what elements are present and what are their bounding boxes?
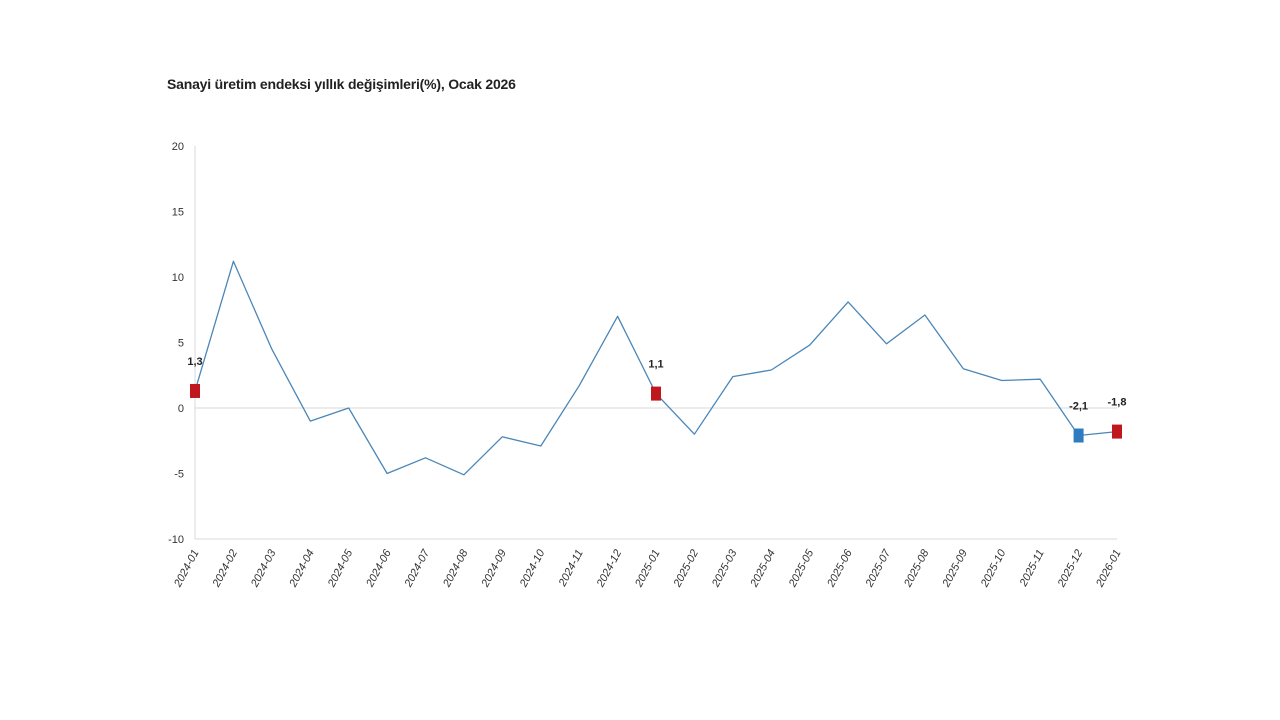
x-tick-label: 2025-08 [902, 547, 932, 590]
y-tick-label: 10 [172, 272, 184, 284]
x-tick-label: 2025-11 [1017, 548, 1047, 589]
highlight-marker [651, 386, 661, 401]
data-label: -2,1 [1069, 401, 1088, 413]
data-label: 1,3 [187, 356, 202, 368]
highlight-marker [1073, 428, 1084, 443]
x-tick-label: 2025-02 [671, 548, 701, 590]
y-tick-label: 15 [172, 207, 184, 219]
x-tick-label: 2024-03 [248, 547, 278, 590]
x-tick-label: 2024-09 [479, 548, 509, 590]
x-tick-label: 2024-06 [364, 547, 394, 590]
x-tick-label: 2024-12 [594, 548, 624, 590]
x-tick-label: 2025-01 [633, 548, 663, 590]
x-tick-label: 2025-06 [825, 547, 855, 590]
y-tick-label: -5 [174, 469, 184, 481]
highlight-layer: 1,3 1,1 -2,1 -1,8 [187, 356, 1126, 443]
y-tick-label: 20 [172, 141, 184, 153]
x-tick-label: 2024-04 [287, 548, 317, 590]
highlight-marker [190, 383, 200, 398]
x-tick-label: 2024-05 [325, 547, 355, 590]
x-tick-label: 2025-04 [748, 548, 778, 590]
x-tick-label: 2025-05 [786, 547, 816, 590]
x-tick-label: 2025-10 [978, 547, 1008, 590]
x-tick-label: 2025-03 [709, 547, 739, 590]
x-tick-label: 2026-01 [1094, 548, 1124, 590]
data-label: 1,1 [648, 359, 663, 371]
y-tick-label: 0 [178, 403, 184, 415]
highlight-marker [1112, 424, 1122, 439]
data-label: -1,8 [1108, 397, 1127, 409]
y-tick-label: 5 [178, 338, 184, 350]
y-tick-label: -10 [168, 534, 184, 546]
x-tick-label: 2025-12 [1055, 548, 1085, 590]
x-tick-label: 2025-07 [863, 547, 893, 590]
x-axis: 2024-01 2024-02 2024-03 2024-04 2024-05 2024-… [172, 538, 1124, 590]
x-tick-label: 2024-10 [517, 547, 547, 590]
x-tick-label: 2025-09 [940, 548, 970, 590]
y-axis: -10 -5 0 5 10 15 20 [168, 141, 1117, 546]
x-tick-label: 2024-07 [402, 547, 432, 590]
x-tick-label: 2024-01 [172, 548, 202, 590]
chart-title: Sanayi üretim endeksi yıllık değişimleri… [167, 76, 516, 92]
x-tick-label: 2024-08 [441, 547, 471, 590]
x-tick-label: 2024-02 [210, 548, 240, 590]
x-tick-label: 2024-11 [556, 548, 586, 589]
